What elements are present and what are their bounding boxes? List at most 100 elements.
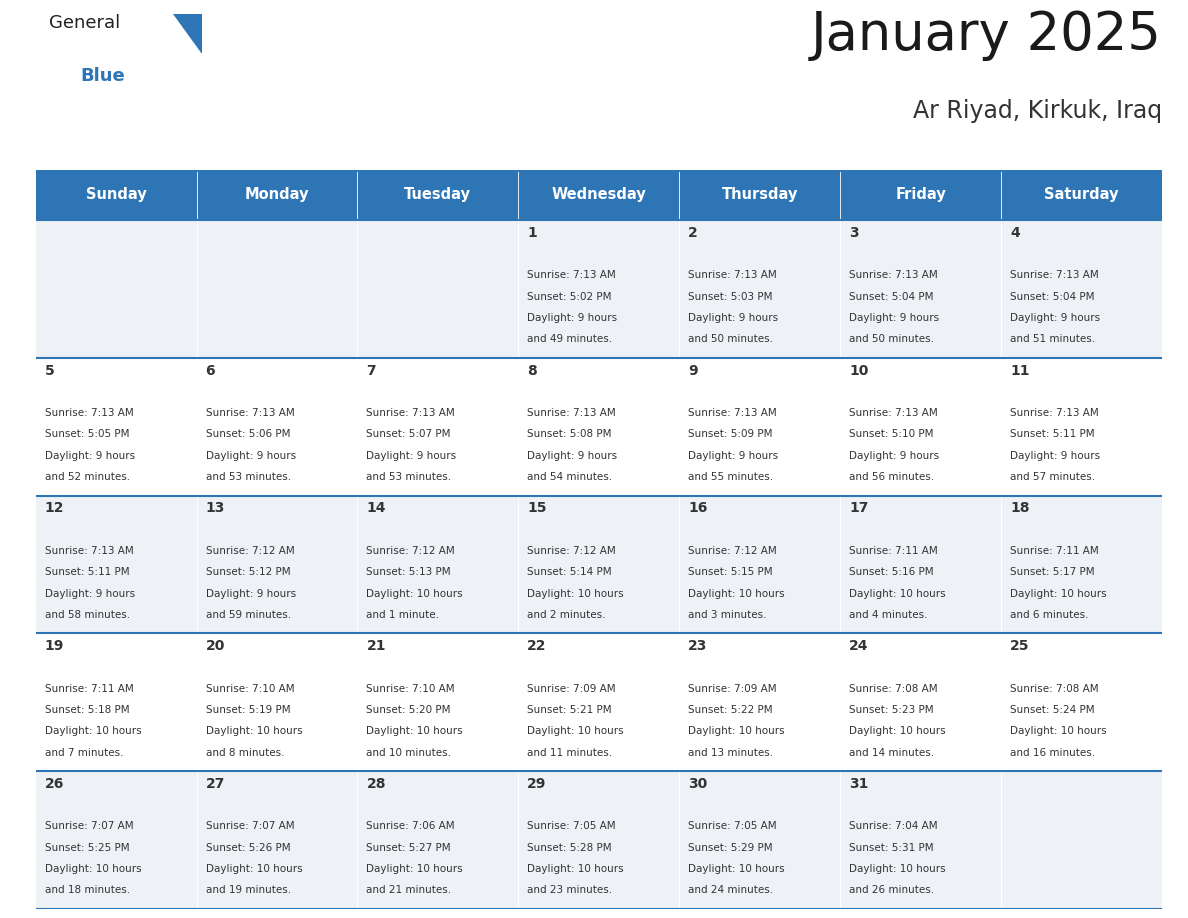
Text: Sunset: 5:26 PM: Sunset: 5:26 PM: [206, 843, 290, 853]
Text: Sunset: 5:19 PM: Sunset: 5:19 PM: [206, 705, 290, 715]
Text: Daylight: 10 hours: Daylight: 10 hours: [527, 864, 624, 874]
Text: and 55 minutes.: and 55 minutes.: [688, 472, 773, 482]
Text: Sunrise: 7:13 AM: Sunrise: 7:13 AM: [849, 270, 937, 280]
Text: Sunset: 5:20 PM: Sunset: 5:20 PM: [366, 705, 451, 715]
Text: Sunset: 5:07 PM: Sunset: 5:07 PM: [366, 430, 451, 440]
Text: 10: 10: [849, 364, 868, 377]
Text: Sunset: 5:10 PM: Sunset: 5:10 PM: [849, 430, 934, 440]
Text: 11: 11: [1010, 364, 1030, 377]
Text: Daylight: 10 hours: Daylight: 10 hours: [45, 726, 141, 736]
Text: Sunrise: 7:13 AM: Sunrise: 7:13 AM: [849, 409, 937, 418]
Text: Daylight: 9 hours: Daylight: 9 hours: [45, 588, 134, 599]
Bar: [36, 358, 1162, 496]
Text: and 54 minutes.: and 54 minutes.: [527, 472, 613, 482]
Text: Wednesday: Wednesday: [551, 187, 646, 203]
Text: Sunset: 5:18 PM: Sunset: 5:18 PM: [45, 705, 129, 715]
Text: and 7 minutes.: and 7 minutes.: [45, 747, 124, 757]
Text: 28: 28: [366, 777, 386, 791]
Text: Daylight: 10 hours: Daylight: 10 hours: [849, 588, 946, 599]
Bar: [680, 170, 840, 220]
Text: and 58 minutes.: and 58 minutes.: [45, 610, 129, 620]
Text: Sunrise: 7:12 AM: Sunrise: 7:12 AM: [688, 546, 777, 555]
Text: Sunrise: 7:09 AM: Sunrise: 7:09 AM: [527, 684, 615, 694]
Text: Daylight: 10 hours: Daylight: 10 hours: [849, 726, 946, 736]
Text: Sunrise: 7:13 AM: Sunrise: 7:13 AM: [527, 270, 617, 280]
Text: Blue: Blue: [81, 67, 126, 85]
Text: Sunrise: 7:07 AM: Sunrise: 7:07 AM: [45, 822, 133, 832]
Text: Daylight: 10 hours: Daylight: 10 hours: [1010, 726, 1106, 736]
Text: 29: 29: [527, 777, 546, 791]
Text: and 51 minutes.: and 51 minutes.: [1010, 334, 1095, 344]
Text: 22: 22: [527, 639, 546, 654]
Text: Sunrise: 7:07 AM: Sunrise: 7:07 AM: [206, 822, 295, 832]
Text: and 53 minutes.: and 53 minutes.: [206, 472, 291, 482]
Text: Sunrise: 7:11 AM: Sunrise: 7:11 AM: [1010, 546, 1099, 555]
Bar: [518, 170, 680, 220]
Text: Sunrise: 7:13 AM: Sunrise: 7:13 AM: [688, 409, 777, 418]
Text: Daylight: 10 hours: Daylight: 10 hours: [527, 726, 624, 736]
Text: Sunrise: 7:13 AM: Sunrise: 7:13 AM: [688, 270, 777, 280]
Text: Sunset: 5:31 PM: Sunset: 5:31 PM: [849, 843, 934, 853]
Text: 6: 6: [206, 364, 215, 377]
Text: 15: 15: [527, 501, 546, 516]
Text: Sunrise: 7:13 AM: Sunrise: 7:13 AM: [1010, 270, 1099, 280]
Text: Sunrise: 7:09 AM: Sunrise: 7:09 AM: [688, 684, 777, 694]
Text: and 2 minutes.: and 2 minutes.: [527, 610, 606, 620]
Text: Sunrise: 7:12 AM: Sunrise: 7:12 AM: [527, 546, 617, 555]
Text: and 8 minutes.: and 8 minutes.: [206, 747, 284, 757]
Text: Sunset: 5:03 PM: Sunset: 5:03 PM: [688, 292, 772, 302]
Text: and 14 minutes.: and 14 minutes.: [849, 747, 934, 757]
Text: and 3 minutes.: and 3 minutes.: [688, 610, 766, 620]
Text: Sunrise: 7:12 AM: Sunrise: 7:12 AM: [206, 546, 295, 555]
Text: Sunset: 5:09 PM: Sunset: 5:09 PM: [688, 430, 772, 440]
Text: Sunrise: 7:13 AM: Sunrise: 7:13 AM: [366, 409, 455, 418]
Text: Sunrise: 7:13 AM: Sunrise: 7:13 AM: [45, 546, 133, 555]
Text: 3: 3: [849, 226, 859, 240]
Bar: [196, 170, 358, 220]
Text: Daylight: 10 hours: Daylight: 10 hours: [1010, 588, 1106, 599]
Text: Saturday: Saturday: [1044, 187, 1119, 203]
Text: Sunrise: 7:13 AM: Sunrise: 7:13 AM: [45, 409, 133, 418]
Text: and 21 minutes.: and 21 minutes.: [366, 885, 451, 895]
Text: Sunday: Sunday: [86, 187, 146, 203]
Text: Monday: Monday: [245, 187, 309, 203]
Text: Sunset: 5:06 PM: Sunset: 5:06 PM: [206, 430, 290, 440]
Text: Daylight: 9 hours: Daylight: 9 hours: [849, 451, 940, 461]
Text: Daylight: 9 hours: Daylight: 9 hours: [688, 451, 778, 461]
Bar: [36, 496, 1162, 633]
Text: Daylight: 9 hours: Daylight: 9 hours: [849, 313, 940, 323]
Text: Daylight: 9 hours: Daylight: 9 hours: [1010, 313, 1100, 323]
Text: and 16 minutes.: and 16 minutes.: [1010, 747, 1095, 757]
Text: 12: 12: [45, 501, 64, 516]
Text: 7: 7: [366, 364, 377, 377]
Bar: [36, 771, 1162, 909]
Text: and 59 minutes.: and 59 minutes.: [206, 610, 291, 620]
Text: Sunset: 5:23 PM: Sunset: 5:23 PM: [849, 705, 934, 715]
Text: Sunset: 5:14 PM: Sunset: 5:14 PM: [527, 567, 612, 577]
Text: and 50 minutes.: and 50 minutes.: [849, 334, 934, 344]
Text: Sunset: 5:13 PM: Sunset: 5:13 PM: [366, 567, 451, 577]
Text: Sunset: 5:12 PM: Sunset: 5:12 PM: [206, 567, 290, 577]
Text: 2: 2: [688, 226, 699, 240]
Text: 25: 25: [1010, 639, 1030, 654]
Text: Daylight: 10 hours: Daylight: 10 hours: [688, 864, 785, 874]
Text: Daylight: 9 hours: Daylight: 9 hours: [688, 313, 778, 323]
Text: 31: 31: [849, 777, 868, 791]
Text: January 2025: January 2025: [811, 9, 1162, 62]
Text: Sunrise: 7:13 AM: Sunrise: 7:13 AM: [527, 409, 617, 418]
Text: Daylight: 9 hours: Daylight: 9 hours: [1010, 451, 1100, 461]
Text: and 23 minutes.: and 23 minutes.: [527, 885, 613, 895]
Text: and 19 minutes.: and 19 minutes.: [206, 885, 291, 895]
Text: Sunrise: 7:13 AM: Sunrise: 7:13 AM: [206, 409, 295, 418]
Text: Daylight: 10 hours: Daylight: 10 hours: [849, 864, 946, 874]
Text: Sunrise: 7:11 AM: Sunrise: 7:11 AM: [45, 684, 133, 694]
Text: 16: 16: [688, 501, 708, 516]
Text: 19: 19: [45, 639, 64, 654]
Text: and 1 minute.: and 1 minute.: [366, 610, 440, 620]
Text: 27: 27: [206, 777, 225, 791]
Text: Sunset: 5:21 PM: Sunset: 5:21 PM: [527, 705, 612, 715]
Text: 18: 18: [1010, 501, 1030, 516]
Text: Sunset: 5:04 PM: Sunset: 5:04 PM: [1010, 292, 1094, 302]
Text: Daylight: 10 hours: Daylight: 10 hours: [688, 726, 785, 736]
Text: Sunset: 5:17 PM: Sunset: 5:17 PM: [1010, 567, 1094, 577]
